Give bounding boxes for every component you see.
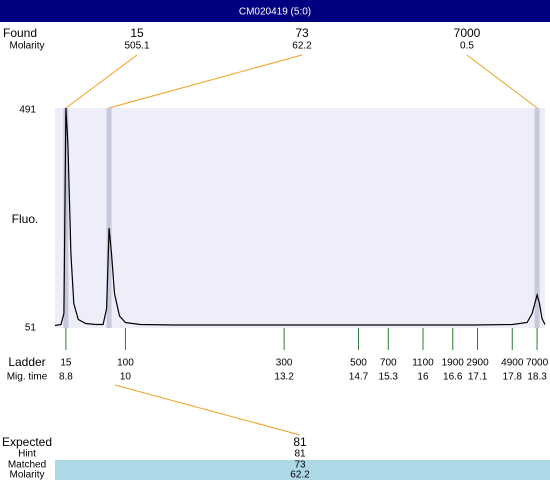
matched-band [55,460,550,480]
ladder-time: 14.7 [349,372,369,383]
ladder-label: Ladder [8,355,45,369]
ladder-size: 1100 [412,358,434,369]
y-tick-label: 51 [25,323,37,334]
ladder-time: 17.8 [503,372,523,383]
found-size: 15 [130,26,144,40]
ladder-time: 10 [120,372,132,383]
found-size: 73 [295,26,309,40]
ladder-time: 18.3 [527,372,547,383]
expected-connector [114,384,301,436]
expected-value: 62.2 [290,470,310,480]
peak-band [63,108,69,328]
ladder-time: 13.2 [274,372,294,383]
found-label: Found [3,26,37,40]
expected-value: 73 [294,460,306,471]
ladder-time: 16 [417,372,429,383]
ladder-size: 7000 [526,358,549,369]
found-molarity: 0.5 [460,41,474,52]
expected-label: Matched [8,460,46,471]
y-tick-label: 491 [19,105,36,116]
peak-band [106,108,112,328]
plot-area [55,108,545,328]
ladder-size: 15 [60,358,72,369]
molarity-label: Molarity [9,41,44,52]
peak-connector [466,54,538,109]
expected-label: Hint [18,449,36,460]
trace [54,107,546,327]
y-axis-label: Fluo. [12,212,39,226]
ladder-size: 500 [350,358,367,369]
found-molarity: 505.1 [124,41,149,52]
ladder-time: 15.3 [379,372,399,383]
ladder-size: 300 [276,358,293,369]
ladder-size: 4900 [501,358,524,369]
ladder-size: 2900 [466,358,489,369]
found-molarity: 62.2 [292,41,312,52]
ladder-time: 16.6 [443,372,463,383]
ladder-size: 700 [380,358,397,369]
expected-value: 81 [293,435,307,449]
peak-connector [65,54,138,109]
peak-connector [108,54,303,109]
ladder-size: 1900 [442,358,465,369]
mig-time-label: Mig. time [7,372,48,383]
title-bar [0,0,550,22]
ladder-time: 8.8 [59,372,73,383]
ladder-size: 100 [117,358,134,369]
found-size: 7000 [454,26,481,40]
expected-label: Expected [2,435,52,449]
ladder-time: 17.1 [468,372,488,383]
peak-band [534,108,540,328]
title: CM020419 (5:0) [239,7,311,18]
expected-value: 81 [294,449,306,460]
expected-label: Molarity [9,470,44,480]
